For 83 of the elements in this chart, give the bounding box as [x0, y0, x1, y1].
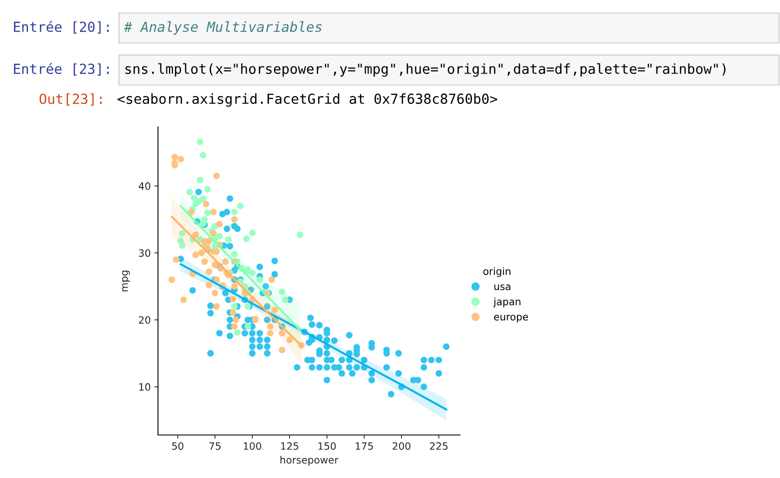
point: [202, 200, 210, 208]
point: [278, 288, 286, 295]
point: [172, 256, 180, 263]
legend-label: usa: [494, 284, 510, 290]
point: [271, 306, 278, 314]
x-tick-label: 125: [281, 442, 298, 450]
x-tick-label: 50: [172, 442, 184, 450]
point: [256, 276, 264, 283]
point: [201, 258, 208, 265]
point: [237, 202, 244, 210]
y-tick-label: 20: [138, 316, 150, 324]
point: [196, 176, 204, 184]
point: [231, 283, 238, 290]
point: [231, 216, 238, 223]
point: [186, 188, 193, 196]
point: [168, 276, 175, 283]
point: [216, 232, 223, 240]
point: [216, 220, 223, 228]
x-tick-label: 75: [209, 442, 220, 450]
point: [196, 138, 204, 145]
point: [171, 154, 178, 160]
point: [201, 238, 208, 245]
point: [244, 323, 252, 330]
point: [268, 276, 275, 283]
point: [296, 232, 304, 238]
x-tick-label: 175: [356, 442, 373, 450]
x-axis-title: horsepower: [280, 456, 338, 466]
point: [282, 296, 288, 304]
point: [206, 282, 212, 288]
point: [266, 323, 274, 330]
point: [210, 208, 217, 216]
point: [266, 330, 274, 336]
point: [222, 258, 229, 265]
legend-label: europe: [494, 314, 528, 322]
point: [212, 262, 218, 268]
point: [249, 230, 256, 236]
point: [192, 252, 199, 258]
text: Entrée [23]:: [14, 62, 109, 76]
text: # Analyse Multivariables: [124, 21, 322, 35]
text: Out[23]:: [40, 93, 102, 106]
y-tick-label: 10: [139, 383, 150, 391]
point: [225, 236, 232, 243]
point: [177, 156, 184, 162]
point: [231, 250, 238, 258]
point: [230, 309, 236, 316]
point: [213, 303, 220, 310]
point: [178, 230, 186, 237]
point: [232, 316, 240, 324]
x-tick-label: 150: [318, 442, 336, 450]
y-tick-label: 40: [138, 182, 150, 190]
x-tick-label: 225: [430, 442, 448, 450]
point: [204, 186, 211, 193]
point: [286, 336, 293, 344]
point: [210, 230, 217, 237]
point: [213, 172, 220, 180]
point: [192, 232, 199, 238]
legend-title: origin: [483, 267, 510, 277]
point: [231, 303, 238, 310]
point: [249, 270, 256, 276]
point: [200, 152, 206, 158]
x-tick-label: 200: [392, 442, 410, 450]
point: [195, 198, 202, 205]
point: [231, 208, 238, 216]
point: [212, 290, 218, 296]
legend-label: japan: [493, 298, 520, 308]
point: [180, 296, 187, 304]
text: Entrée [20]:: [14, 20, 109, 34]
y-axis-title: mpg: [122, 270, 130, 292]
point: [231, 323, 238, 330]
point: [198, 250, 205, 256]
y-tick-label: 30: [138, 249, 150, 257]
text: sns.lmplot(x="horsepower",y="mpg",hue="origin",data=df,palette="rainbow"): [125, 63, 726, 77]
point: [278, 346, 286, 354]
point: [190, 194, 198, 202]
text: <seaborn.axisgrid.FacetGrid at 0x7f638c8760b0>: [118, 93, 498, 107]
point: [278, 330, 286, 336]
point: [243, 236, 250, 242]
point: [204, 209, 211, 216]
point: [230, 296, 236, 302]
point: [177, 238, 184, 244]
point: [206, 268, 212, 275]
x-tick-label: 100: [244, 442, 262, 450]
point: [234, 329, 241, 336]
